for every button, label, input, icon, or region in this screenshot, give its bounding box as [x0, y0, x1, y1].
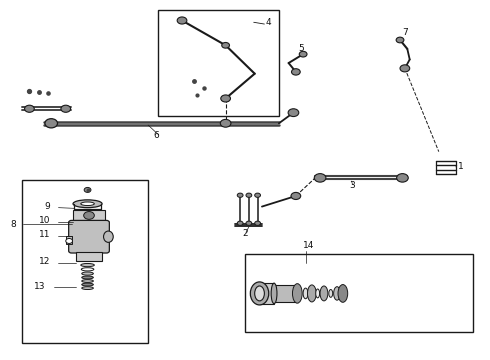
Ellipse shape: [255, 286, 265, 301]
Circle shape: [255, 221, 261, 225]
Text: 12: 12: [39, 257, 50, 266]
Circle shape: [396, 37, 404, 43]
Text: 9: 9: [44, 202, 49, 211]
Circle shape: [61, 105, 71, 112]
Circle shape: [292, 69, 300, 75]
Text: 13: 13: [34, 282, 46, 291]
Text: 6: 6: [153, 131, 159, 140]
Circle shape: [288, 109, 299, 117]
Circle shape: [221, 95, 230, 102]
Ellipse shape: [316, 289, 319, 298]
Ellipse shape: [81, 202, 95, 206]
Ellipse shape: [293, 284, 302, 303]
Circle shape: [177, 17, 187, 24]
Circle shape: [246, 193, 252, 197]
Circle shape: [291, 192, 301, 199]
Circle shape: [84, 212, 95, 219]
Circle shape: [66, 238, 73, 243]
Text: 4: 4: [266, 18, 271, 27]
Bar: [22, 180, 148, 343]
Circle shape: [299, 51, 307, 57]
Circle shape: [314, 174, 326, 182]
Ellipse shape: [334, 287, 341, 300]
Circle shape: [237, 221, 243, 225]
Ellipse shape: [82, 272, 94, 275]
Circle shape: [396, 174, 408, 182]
Ellipse shape: [82, 287, 94, 289]
Text: 5: 5: [298, 44, 304, 53]
Circle shape: [45, 119, 57, 128]
Ellipse shape: [73, 200, 102, 208]
Ellipse shape: [303, 288, 308, 299]
Text: 11: 11: [39, 230, 50, 239]
Bar: [158, 10, 279, 116]
Ellipse shape: [81, 264, 95, 267]
Text: 3: 3: [349, 181, 355, 190]
Ellipse shape: [82, 276, 94, 279]
Circle shape: [255, 193, 261, 197]
Text: 7: 7: [402, 28, 408, 37]
Bar: [73, 210, 104, 221]
Bar: [76, 252, 101, 261]
Text: 1: 1: [458, 162, 464, 171]
Circle shape: [220, 120, 231, 127]
Ellipse shape: [103, 231, 113, 242]
Text: 2: 2: [243, 229, 248, 238]
Bar: [245, 255, 473, 332]
Circle shape: [400, 65, 410, 72]
Bar: [66, 236, 72, 244]
Ellipse shape: [338, 284, 348, 302]
Circle shape: [84, 188, 91, 192]
Ellipse shape: [82, 280, 94, 283]
Ellipse shape: [271, 283, 277, 304]
Circle shape: [246, 221, 252, 225]
Ellipse shape: [320, 286, 328, 301]
FancyBboxPatch shape: [69, 220, 109, 253]
Text: 10: 10: [39, 216, 50, 225]
Circle shape: [237, 193, 243, 197]
Ellipse shape: [308, 285, 316, 302]
Circle shape: [222, 42, 229, 48]
Circle shape: [24, 105, 34, 112]
Ellipse shape: [81, 268, 94, 271]
Text: 8: 8: [10, 220, 16, 229]
Bar: [260, 283, 274, 304]
Bar: [274, 284, 296, 302]
Text: 14: 14: [303, 241, 315, 250]
Ellipse shape: [329, 289, 333, 297]
Ellipse shape: [250, 282, 269, 305]
Ellipse shape: [82, 283, 94, 286]
